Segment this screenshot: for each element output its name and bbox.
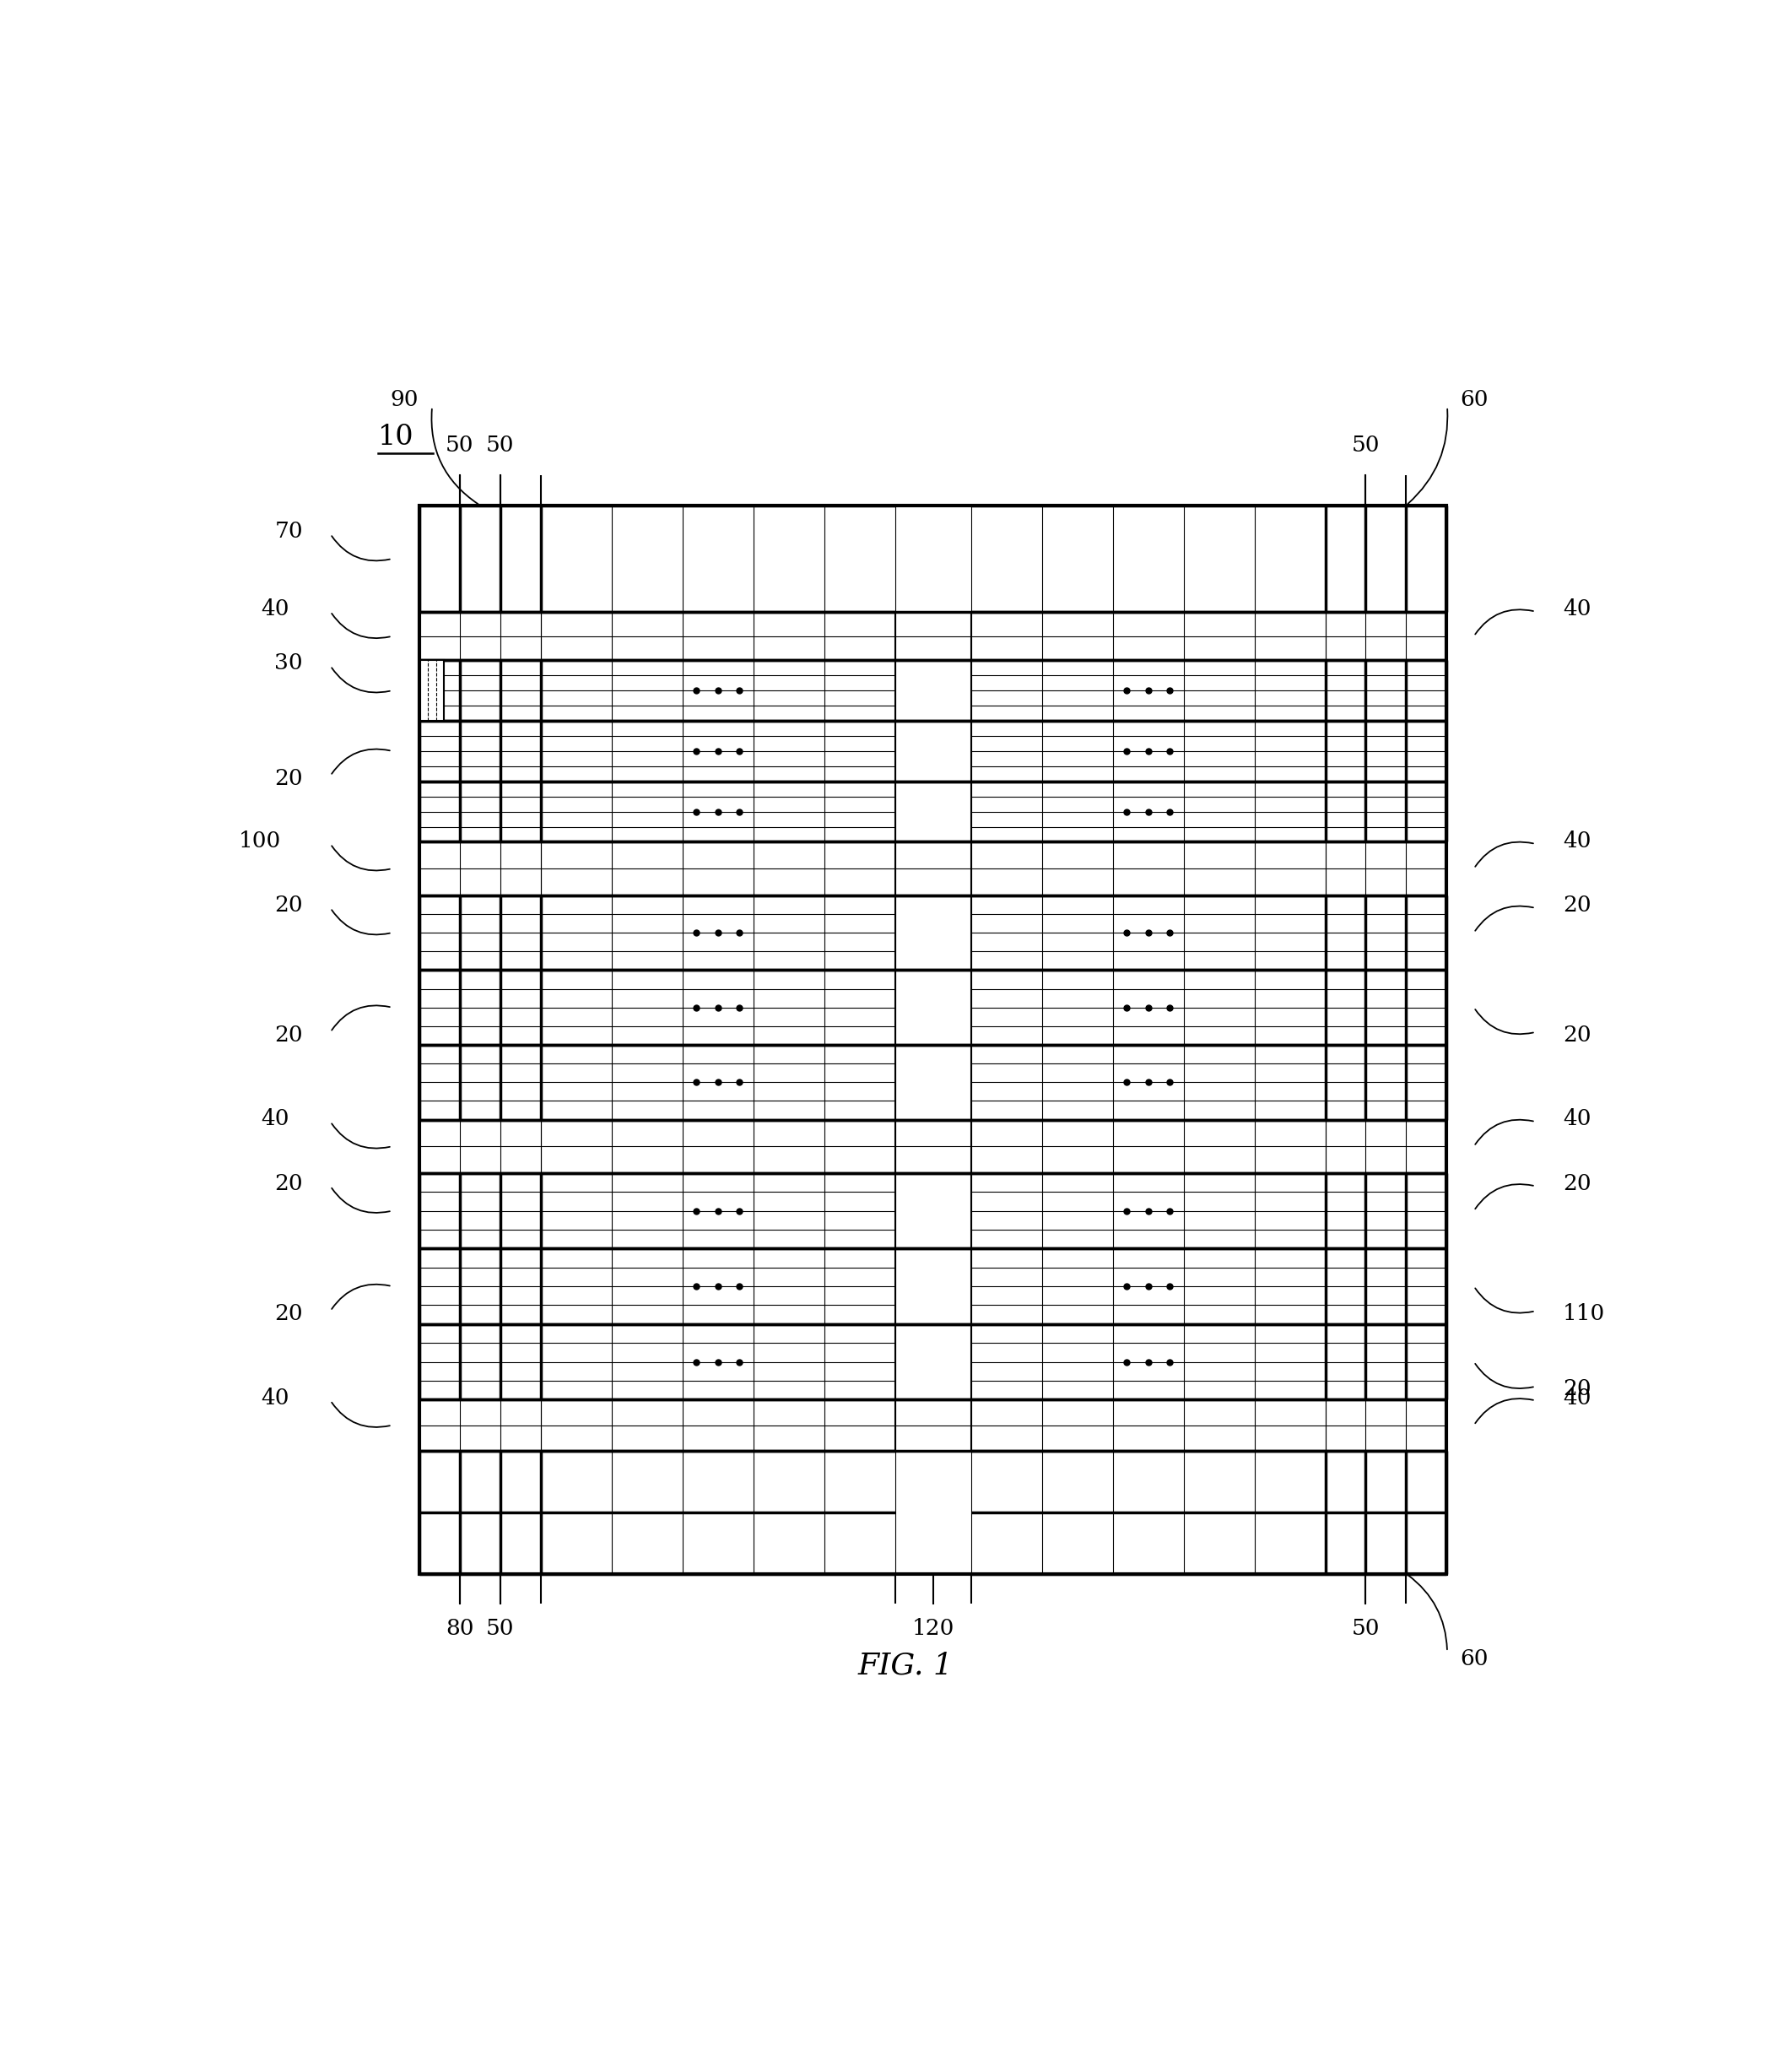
Text: 20: 20 (1562, 1173, 1592, 1193)
Text: 50: 50 (1352, 1618, 1380, 1639)
Text: 40: 40 (1562, 599, 1590, 620)
Text: 100: 100 (239, 831, 281, 852)
Text: 110: 110 (1562, 1303, 1604, 1324)
Text: 40: 40 (1562, 1388, 1590, 1409)
Text: 40: 40 (262, 1388, 290, 1409)
Text: 40: 40 (262, 1109, 290, 1129)
Text: 50: 50 (1352, 435, 1380, 456)
Bar (419, 506, 1447, 1573)
Text: 50: 50 (486, 435, 514, 456)
Text: 20: 20 (274, 769, 304, 789)
Text: 20: 20 (274, 1024, 304, 1046)
Text: 40: 40 (1562, 1109, 1590, 1129)
Text: 60: 60 (1461, 1647, 1490, 1670)
Text: 70: 70 (274, 520, 304, 543)
Text: 80: 80 (445, 1618, 474, 1639)
Text: 20: 20 (274, 1303, 304, 1324)
Text: 20: 20 (1562, 1024, 1592, 1046)
Text: 40: 40 (1562, 831, 1590, 852)
Text: 20: 20 (1562, 1378, 1592, 1401)
Text: 20: 20 (274, 895, 304, 916)
Text: 50: 50 (486, 1618, 514, 1639)
Text: 20: 20 (1562, 895, 1592, 916)
Text: 60: 60 (1461, 390, 1490, 410)
Text: 20: 20 (274, 1173, 304, 1193)
Bar (419, 661, 444, 721)
Text: 30: 30 (274, 653, 304, 673)
Text: 10: 10 (378, 423, 413, 450)
Text: 50: 50 (445, 435, 474, 456)
Text: FIG. 1: FIG. 1 (859, 1651, 952, 1680)
Text: 40: 40 (262, 599, 290, 620)
Text: 120: 120 (912, 1618, 954, 1639)
Text: 90: 90 (391, 390, 419, 410)
